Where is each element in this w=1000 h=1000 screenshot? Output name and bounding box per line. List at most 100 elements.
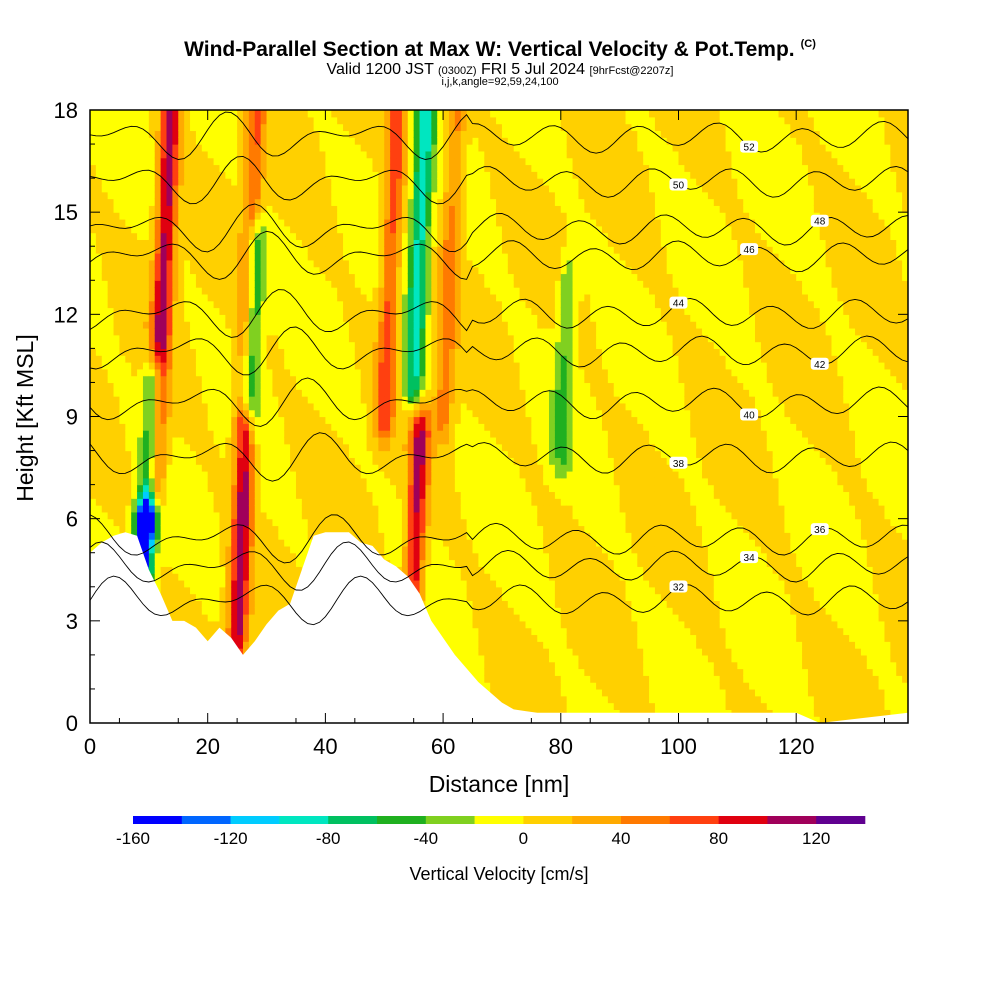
heat-cell [366,253,374,261]
heat-cell [231,620,238,629]
copyright-mark: (C) [800,38,816,50]
heat-cell [307,205,315,213]
heat-cell [201,307,209,315]
heat-cell [142,416,150,424]
heat-cell [90,300,97,309]
heat-cell [137,137,144,145]
heat-cell [142,436,150,445]
heat-cell [384,505,391,513]
heat-cell [137,464,144,472]
heat-cell [260,586,268,595]
heat-cell [319,518,326,527]
heat-cell [290,287,297,295]
heat-cell [313,205,321,213]
heat-cell [95,287,103,295]
heat-cell [195,341,203,349]
heat-cell [243,355,250,363]
heat-cell [396,178,403,186]
heat-cell [301,157,309,166]
heat-cell [313,150,321,159]
heat-cell [231,253,238,261]
heat-cell [360,198,368,206]
heat-cell [248,287,256,295]
heat-cell [372,389,379,397]
heat-cell [366,511,374,520]
heat-cell [343,232,350,241]
heat-cell [396,402,403,411]
heat-cell [266,239,274,247]
heat-cell [154,239,162,247]
heat-cell [325,164,332,172]
heat-cell [313,171,321,179]
heat-cell [354,130,362,138]
heat-cell [243,212,250,220]
heat-cell [348,436,356,445]
heat-cell [266,321,274,329]
heat-cell [172,314,179,322]
heat-cell [101,423,109,431]
heat-cell [266,409,274,418]
heat-cell [213,348,221,356]
heat-cell [266,464,274,472]
heat-cell [107,293,115,302]
heat-cell [331,253,338,261]
heat-cell [360,355,368,363]
heat-cell [307,300,315,309]
heat-cell [401,110,409,118]
heat-cell [113,246,121,254]
heat-cell [195,402,203,411]
heat-cell [407,321,415,329]
heat-cell [243,341,250,349]
heat-cell [290,382,297,390]
heat-cell [107,368,115,377]
heat-cell [243,457,250,465]
heat-cell [131,253,138,261]
heat-cell [366,470,374,479]
heat-cell [148,205,156,213]
heat-cell [290,450,297,458]
heat-cell [313,314,321,322]
heat-cell [219,116,226,125]
heat-cell [225,130,232,138]
heat-cell [407,246,415,254]
heat-cell [131,137,138,145]
heat-cell [184,532,191,540]
heat-cell [407,218,415,227]
heat-cell [154,477,162,486]
heat-cell [354,293,362,302]
heat-cell [237,198,244,206]
heat-cell [101,150,109,159]
heat-cell [154,470,162,479]
heat-cell [319,511,326,520]
heat-cell [325,409,332,418]
heat-cell [142,491,150,499]
heat-cell [348,375,356,384]
heat-cell [372,450,379,458]
heat-cell [237,266,244,275]
heat-cell [266,436,274,445]
heat-cell [142,293,150,302]
heat-cell [137,239,144,247]
heat-cell [95,259,103,268]
heat-cell [213,382,221,390]
heat-cell [331,341,338,349]
heat-cell [301,382,309,390]
heat-cell [260,423,268,431]
heat-cell [319,225,326,234]
heat-cell [160,416,168,424]
heat-cell [142,362,150,370]
heat-cell [290,150,297,159]
heat-cell [113,239,121,247]
heat-cell [95,198,103,206]
heat-cell [272,559,279,567]
heat-cell [260,137,268,145]
heat-cell [201,396,209,404]
heat-cell [248,579,256,588]
heat-cell [260,545,268,554]
heat-cell [390,307,397,315]
heat-cell [378,321,385,329]
heat-cell [284,409,291,418]
heat-cell [354,375,362,384]
heat-cell [284,457,291,465]
heat-cell [125,110,132,118]
